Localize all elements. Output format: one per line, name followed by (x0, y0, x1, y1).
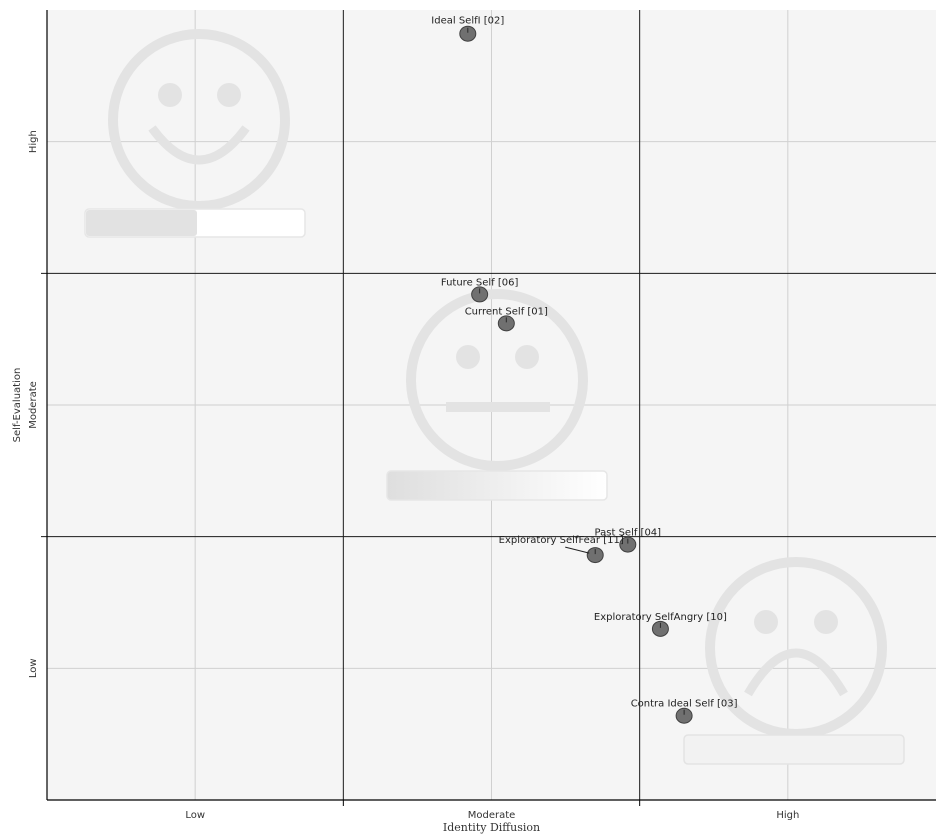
point-marker[interactable] (619, 536, 637, 553)
data-point[interactable]: Future Self [06] (441, 277, 519, 303)
data-points: Ideal SelfI [02] Future Self [06] Current … (431, 16, 738, 724)
point-marker[interactable] (471, 286, 489, 303)
point-marker[interactable] (651, 620, 669, 637)
point-marker[interactable] (675, 707, 693, 724)
point-marker[interactable] (459, 25, 477, 42)
data-point[interactable]: Past Self [04] (595, 528, 662, 553)
x-axis-title: Identity Diffusion (443, 821, 540, 834)
region-dividers (41, 10, 936, 800)
tick-labels: Low Moderate High Low Moderate High (28, 130, 799, 821)
point-marker[interactable] (497, 315, 515, 332)
point-label-leader (565, 546, 590, 554)
x-tick-label: Moderate (468, 810, 516, 821)
x-tick-label: High (776, 810, 799, 821)
point-label: Past Self [04] (595, 528, 662, 539)
point-label: Contra Ideal Self [03] (631, 699, 738, 710)
data-point[interactable]: Exploratory SelfFear [11] (499, 535, 624, 564)
neutral-face-icon (406, 289, 588, 471)
sad-level-bar (683, 734, 905, 765)
point-label: Future Self [06] (441, 277, 519, 288)
background-faces (84, 29, 905, 765)
point-marker[interactable] (586, 547, 604, 564)
point-label: Ideal SelfI [02] (431, 16, 504, 27)
y-tick-label: Low (28, 658, 39, 678)
point-label: Exploratory SelfAngry [10] (594, 612, 727, 623)
axes (46, 10, 936, 806)
neutral-level-bar (386, 470, 608, 501)
data-point[interactable]: Ideal SelfI [02] (431, 16, 504, 42)
point-label: Current Self [01] (465, 306, 548, 317)
y-axis-title: Self-Evaluation (12, 368, 23, 443)
sad-face-icon (705, 557, 887, 739)
data-point[interactable]: Contra Ideal Self [03] (631, 699, 738, 724)
happy-face-icon (108, 29, 290, 211)
data-point[interactable]: Current Self [01] (465, 306, 548, 332)
point-label: Exploratory SelfFear [11] (499, 535, 624, 546)
data-point[interactable]: Exploratory SelfAngry [10] (594, 612, 727, 637)
y-tick-label: Moderate (28, 381, 39, 429)
x-tick-label: Low (185, 810, 205, 821)
y-tick-label: High (28, 130, 39, 153)
happy-level-bar (84, 208, 306, 238)
